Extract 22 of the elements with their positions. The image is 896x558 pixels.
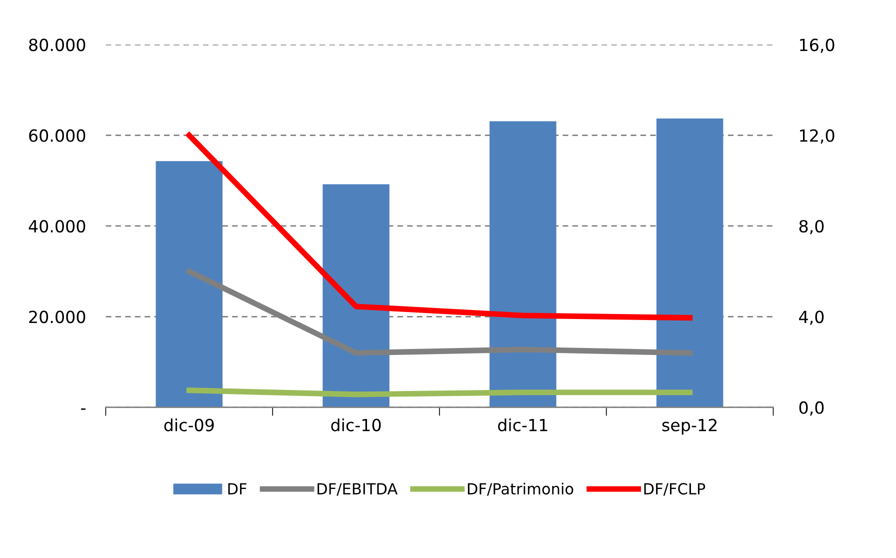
y-tick-label: 80.000 (29, 38, 86, 52)
y2-tick-label: 12,0 (800, 129, 834, 144)
legend-label: DF/Patrimonio (468, 482, 574, 496)
x-tick-label: dic-09 (164, 418, 214, 432)
x-tick-label: dic-11 (498, 418, 548, 432)
y2-tick-label: 16,0 (800, 38, 834, 53)
y2-tick-label: 0,0 (799, 401, 824, 416)
legend-label: DF (228, 483, 246, 494)
bar (490, 121, 556, 408)
y2-tick-label: 8,0 (799, 220, 824, 234)
bar (322, 184, 390, 408)
bar (156, 161, 223, 408)
y-tick-label: 40.000 (28, 220, 86, 233)
x-tick-label: sep-12 (662, 418, 717, 435)
y-tick-label: 60.000 (29, 129, 86, 142)
legend-label: DF/EBITDA (318, 483, 398, 496)
x-tick-label: dic-10 (331, 418, 381, 432)
y2-tick-label: 4,0 (799, 310, 824, 325)
y-tick-label: - (81, 408, 86, 410)
y-tick-label: 20.000 (29, 310, 86, 324)
bar (656, 118, 724, 408)
legend-label: DF/FCLP (644, 483, 706, 496)
